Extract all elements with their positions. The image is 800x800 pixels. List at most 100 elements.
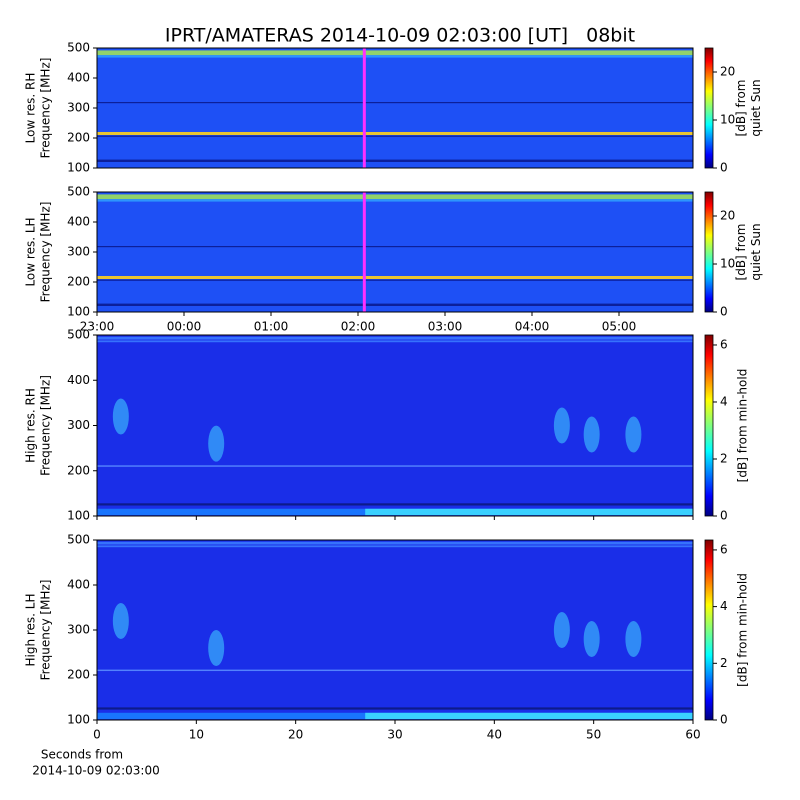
spectrogram-image — [97, 335, 693, 516]
colorbar-label: [dB] from — [734, 80, 748, 137]
y-tick-label: 200 — [67, 275, 90, 289]
colorbar — [704, 191, 714, 313]
spectrogram-band — [97, 303, 693, 306]
y-axis-label: High res. RH — [24, 388, 38, 463]
x-tick-label: 01:00 — [254, 320, 289, 334]
y-tick-label: 500 — [67, 533, 90, 547]
spectrogram-band — [97, 279, 693, 281]
spectrogram-band — [97, 102, 693, 104]
colorbar-label: [dB] from — [734, 224, 748, 281]
colorbar-label: quiet Sun — [749, 79, 763, 136]
x-tick-label: 04:00 — [515, 320, 550, 334]
spectrogram-band — [97, 55, 693, 58]
colorbar-label: [dB] from min-hold — [736, 369, 750, 483]
y-tick-label: 100 — [67, 713, 90, 727]
chart-title: IPRT/AMATERAS 2014-10-09 02:03:00 [UT] 0… — [165, 25, 635, 47]
y-tick-label: 400 — [67, 373, 90, 387]
colorbar-tick-label: 0 — [720, 509, 728, 523]
burst — [553, 407, 570, 444]
spectrogram-band — [97, 503, 693, 506]
spectrogram-band — [97, 669, 693, 672]
y-axis-label: Frequency [MHz] — [39, 58, 53, 159]
colorbar-tick-label: 20 — [720, 65, 735, 79]
spectrogram-image — [97, 540, 693, 720]
colorbar-tick-label: 10 — [720, 257, 735, 271]
x-tick-label: 23:00 — [80, 320, 115, 334]
x-tick-label: 03:00 — [428, 320, 463, 334]
time-marker — [362, 192, 366, 312]
y-tick-label: 400 — [67, 215, 90, 229]
colorbar-tick-label: 4 — [720, 394, 728, 408]
spectrogram-band — [97, 246, 693, 248]
y-axis-label: Low res. RH — [24, 73, 38, 144]
y-axis-label: Frequency [MHz] — [39, 375, 53, 476]
colorbar-tick-label: 10 — [720, 113, 735, 127]
y-tick-label: 500 — [67, 328, 90, 342]
y-tick-label: 300 — [67, 245, 90, 259]
spectrogram-band — [97, 194, 693, 200]
spectrogram-band — [97, 50, 693, 56]
y-axis-label: Frequency [MHz] — [39, 580, 53, 681]
spectrogram-band — [97, 465, 693, 467]
burst — [208, 630, 225, 666]
colorbar-tick-label: 0 — [720, 161, 728, 175]
spectrogram-band — [97, 541, 693, 545]
y-axis-label: Frequency [MHz] — [39, 202, 53, 303]
spectrogram-image — [97, 192, 693, 312]
colorbar — [704, 47, 714, 169]
y-axis-label: Low res. LH — [24, 217, 38, 286]
x-tick-label: 10 — [189, 728, 204, 742]
spectrogram-image — [97, 48, 693, 168]
x-tick-label: 0 — [93, 728, 101, 742]
x-axis-label: Seconds from — [41, 748, 123, 762]
y-tick-label: 400 — [67, 578, 90, 592]
y-tick-label: 300 — [67, 418, 90, 432]
x-tick-label: 30 — [387, 728, 402, 742]
colorbar-tick-label: 0 — [720, 713, 728, 727]
colorbar-label: [dB] from min-hold — [736, 573, 750, 687]
burst — [112, 398, 129, 435]
x-tick-label: 02:00 — [341, 320, 376, 334]
y-tick-label: 500 — [67, 41, 90, 55]
x-axis-label: 2014-10-09 02:03:00 — [32, 764, 159, 778]
colorbar-tick-label: 6 — [720, 542, 728, 556]
y-tick-label: 100 — [67, 161, 90, 175]
spectrogram-band — [97, 135, 693, 137]
colorbar-tick-label: 20 — [720, 209, 735, 223]
spectrogram-band — [97, 199, 693, 202]
x-tick-label: 00:00 — [167, 320, 202, 334]
y-tick-label: 500 — [67, 185, 90, 199]
spectrogram-band — [97, 336, 693, 340]
burst — [583, 621, 600, 657]
spectrogram-band — [365, 712, 693, 720]
y-tick-label: 200 — [67, 131, 90, 145]
y-axis-label: High res. LH — [24, 593, 38, 666]
y-tick-label: 400 — [67, 71, 90, 85]
y-tick-label: 100 — [67, 305, 90, 319]
spectrogram-band — [365, 508, 693, 516]
x-tick-label: 50 — [586, 728, 601, 742]
spectrogram-band — [97, 545, 693, 548]
x-tick-label: 40 — [487, 728, 502, 742]
burst — [553, 612, 570, 648]
burst — [112, 603, 129, 639]
spectrogram-band — [97, 132, 693, 135]
spectrogram-band — [97, 340, 693, 343]
spectrogram-band — [97, 707, 693, 710]
colorbar-tick-label: 2 — [720, 451, 728, 465]
x-tick-label: 20 — [288, 728, 303, 742]
burst — [625, 416, 642, 453]
colorbar-tick-label: 0 — [720, 305, 728, 319]
burst — [583, 416, 600, 453]
spectrogram-band — [97, 276, 693, 279]
burst — [208, 425, 225, 462]
colorbar-tick-label: 6 — [720, 337, 728, 351]
y-tick-label: 300 — [67, 101, 90, 115]
y-tick-label: 200 — [67, 668, 90, 682]
spectrogram-band — [97, 159, 693, 162]
colorbar — [704, 539, 714, 721]
colorbar-label: quiet Sun — [749, 223, 763, 280]
burst — [625, 621, 642, 657]
colorbar — [704, 334, 714, 517]
